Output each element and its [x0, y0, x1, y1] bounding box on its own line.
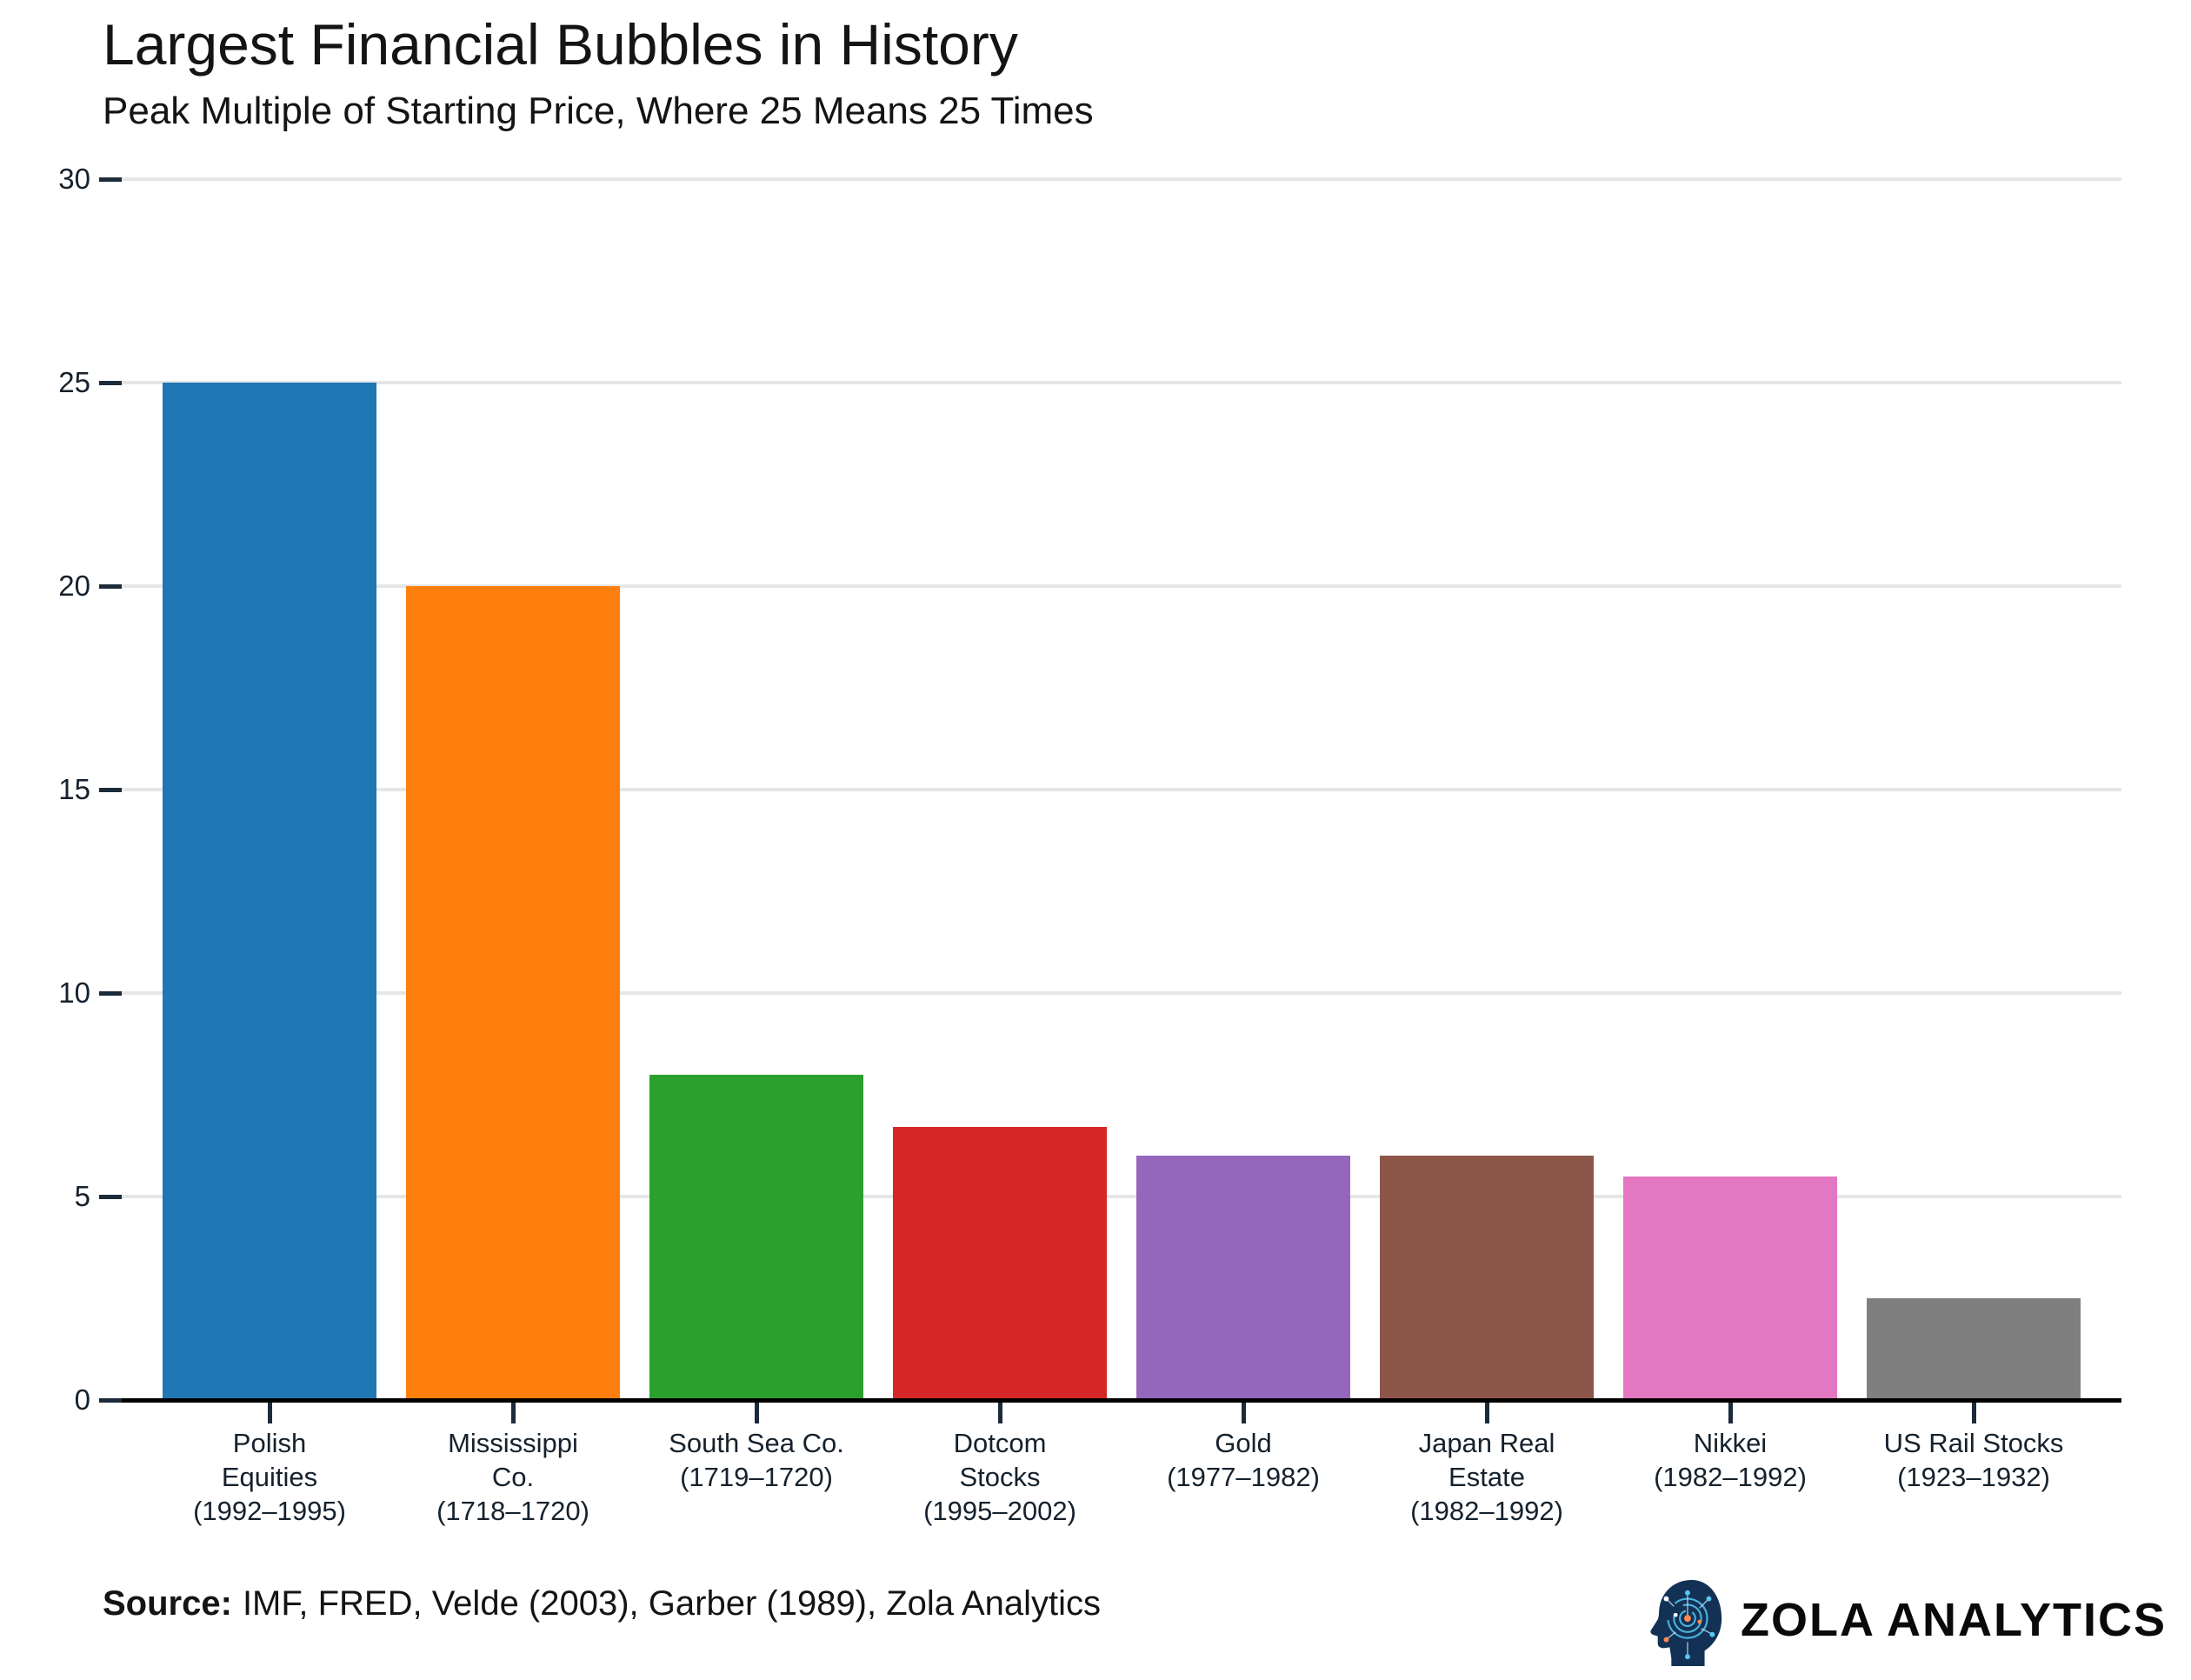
bar-5 — [1380, 1156, 1594, 1400]
bar-3 — [893, 1127, 1107, 1400]
gridline-30 — [122, 177, 2121, 181]
bar-4 — [1136, 1156, 1350, 1400]
x-category-label-5: Japan Real Estate (1982–1992) — [1410, 1428, 1563, 1526]
bar-1 — [406, 586, 620, 1400]
chart-subtitle: Peak Multiple of Starting Price, Where 2… — [103, 90, 1094, 132]
x-tick-mark-7 — [1972, 1403, 1976, 1423]
x-tick-mark-0 — [268, 1403, 272, 1423]
gridline-25 — [122, 381, 2121, 384]
y-tick-label-15: 15 — [58, 773, 90, 805]
logo-text: ZOLA ANALYTICS — [1741, 1594, 2168, 1646]
bar-6 — [1623, 1177, 1837, 1400]
bar-7 — [1867, 1298, 2081, 1400]
x-category-label-6: Nikkei (1982–1992) — [1654, 1428, 1807, 1492]
y-tick-label-0: 0 — [74, 1383, 90, 1416]
gridline-20 — [122, 584, 2121, 588]
x-category-label-4: Gold (1977–1982) — [1167, 1428, 1320, 1492]
y-tick-mark-25 — [99, 381, 122, 385]
bar-0 — [163, 383, 376, 1400]
x-tick-mark-2 — [755, 1403, 759, 1423]
x-tick-mark-6 — [1728, 1403, 1733, 1423]
y-tick-mark-30 — [99, 177, 122, 182]
x-tick-mark-3 — [998, 1403, 1002, 1423]
y-tick-label-5: 5 — [74, 1180, 90, 1212]
x-tick-mark-1 — [511, 1403, 516, 1423]
source-line: Source: IMF, FRED, Velde (2003), Garber (… — [103, 1583, 1101, 1624]
gridline-5 — [122, 1195, 2121, 1198]
x-category-label-2: South Sea Co. (1719–1720) — [669, 1428, 844, 1492]
chart-title: Largest Financial Bubbles in History — [103, 12, 1018, 77]
y-tick-label-20: 20 — [58, 570, 90, 602]
y-tick-mark-5 — [99, 1195, 122, 1199]
gridline-15 — [122, 788, 2121, 791]
y-tick-mark-15 — [99, 788, 122, 792]
y-tick-mark-0 — [99, 1398, 122, 1403]
source-label: Source: — [103, 1584, 232, 1623]
x-category-label-7: US Rail Stocks (1923–1932) — [1883, 1428, 2064, 1492]
x-category-label-1: Mississippi Co. (1718–1720) — [436, 1428, 589, 1526]
y-tick-label-25: 25 — [58, 366, 90, 398]
brain-circuit-head-icon — [1650, 1580, 1722, 1666]
y-tick-mark-10 — [99, 991, 122, 996]
x-category-label-3: Dotcom Stocks (1995–2002) — [923, 1428, 1076, 1526]
y-tick-mark-20 — [99, 584, 122, 589]
y-tick-label-10: 10 — [58, 977, 90, 1009]
x-category-label-0: Polish Equities (1992–1995) — [193, 1428, 346, 1526]
x-axis-line — [122, 1398, 2121, 1403]
gridline-10 — [122, 991, 2121, 995]
x-tick-mark-5 — [1485, 1403, 1489, 1423]
bar-2 — [649, 1075, 863, 1400]
x-tick-mark-4 — [1242, 1403, 1246, 1423]
y-tick-label-30: 30 — [58, 163, 90, 195]
logo: ZOLA ANALYTICS — [1643, 1576, 2165, 1670]
source-text: IMF, FRED, Velde (2003), Garber (1989), … — [242, 1584, 1102, 1623]
